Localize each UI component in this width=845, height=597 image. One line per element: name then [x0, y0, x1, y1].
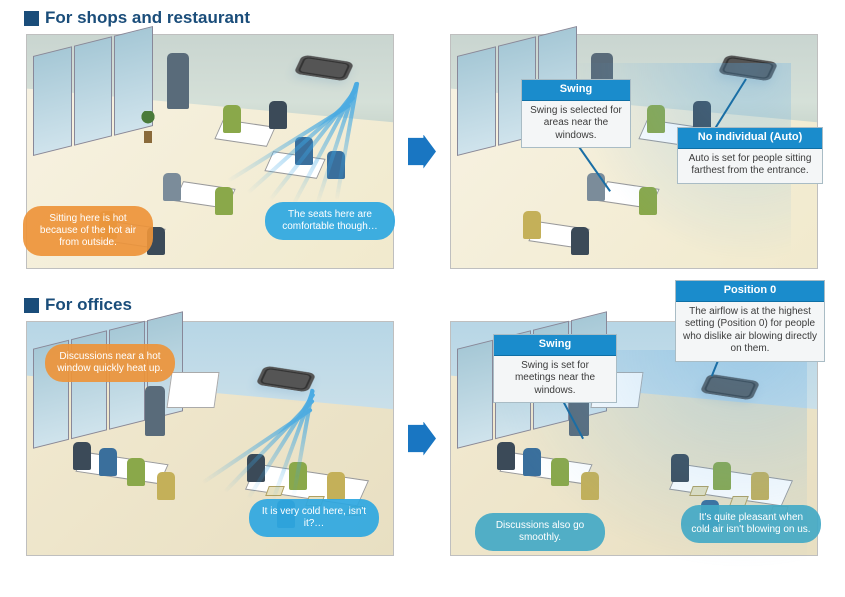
callout-swing: Swing Swing is set for meetings near the…: [493, 334, 617, 403]
arrow-right-icon: [408, 135, 436, 169]
bubble-pleasant: It's quite pleasant when cold air isn't …: [681, 505, 821, 543]
title-bullet-icon: [24, 298, 39, 313]
bubble-smooth: Discussions also go smoothly.: [475, 513, 605, 551]
callout-pos0-body: The airflow is at the highest setting (P…: [683, 306, 817, 355]
callout-swing-body: Swing is selected for areas near the win…: [530, 105, 622, 141]
callout-auto-body: Auto is set for people sitting farthest …: [689, 153, 812, 177]
plant-icon: [139, 111, 157, 143]
shops-panel-after: Swing Swing is selected for areas near t…: [450, 34, 818, 269]
callout-swing-header: Swing: [494, 335, 616, 356]
offices-panel-after: Swing Swing is set for meetings near the…: [450, 321, 818, 556]
callout-swing: Swing Swing is selected for areas near t…: [521, 79, 631, 148]
shops-panel-before: Sitting here is hot because of the hot a…: [26, 34, 394, 269]
section-shops: For shops and restaurant: [0, 0, 845, 269]
bubble-cold: It is very cold here, isn't it?…: [249, 499, 379, 537]
section-offices-title-text: For offices: [45, 295, 132, 315]
offices-panel-before: Discussions near a hot window quickly he…: [26, 321, 394, 556]
title-bullet-icon: [24, 11, 39, 26]
shops-row: Sitting here is hot because of the hot a…: [0, 34, 845, 269]
callout-swing-body: Swing is set for meetings near the windo…: [515, 360, 595, 396]
bubble-hot: Sitting here is hot because of the hot a…: [23, 206, 153, 256]
arrow-right-icon: [408, 422, 436, 456]
callout-swing-header: Swing: [522, 80, 630, 101]
section-offices: For offices: [0, 287, 845, 556]
bubble-hot: Discussions near a hot window quickly he…: [45, 344, 175, 382]
section-shops-title: For shops and restaurant: [0, 0, 845, 34]
airflow-icon: [187, 63, 367, 213]
person-standing: [167, 53, 189, 109]
callout-auto-header: No individual (Auto): [678, 128, 822, 149]
section-shops-title-text: For shops and restaurant: [45, 8, 250, 28]
callout-pos0-header: Position 0: [676, 281, 824, 302]
offices-row: Discussions near a hot window quickly he…: [0, 321, 845, 556]
bubble-cool: The seats here are comfortable though…: [265, 202, 395, 240]
callout-auto: No individual (Auto) Auto is set for peo…: [677, 127, 823, 184]
callout-position0: Position 0 The airflow is at the highest…: [675, 280, 825, 362]
